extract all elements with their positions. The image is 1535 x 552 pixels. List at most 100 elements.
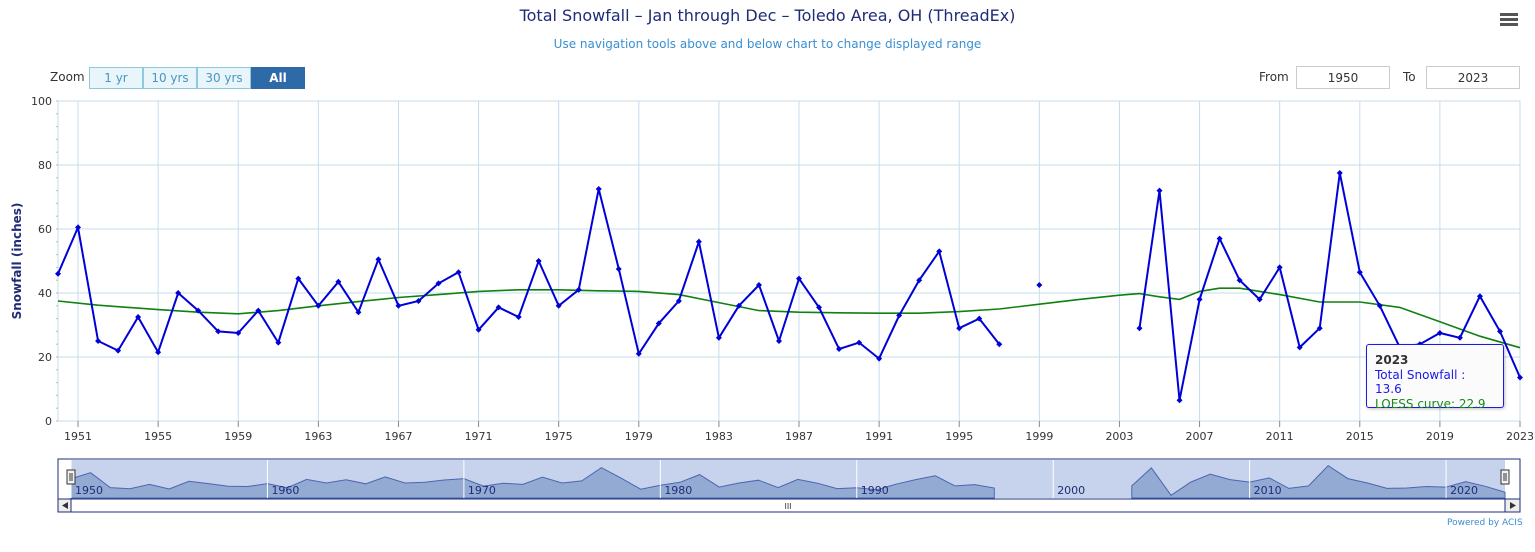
snowfall-point (475, 326, 482, 333)
x-tick-label: 1971 (465, 430, 493, 443)
snowfall-point (575, 286, 582, 293)
scroll-left-arrow-icon[interactable] (62, 502, 68, 509)
y-tick-label: 0 (45, 415, 52, 428)
snowfall-point (675, 298, 682, 304)
snowfall-point (1216, 235, 1223, 242)
snowfall-point (735, 302, 742, 309)
snowfall-point (355, 309, 362, 316)
snowfall-point (55, 270, 61, 277)
snowfall-point (215, 328, 222, 335)
snowfall-series (55, 170, 1523, 404)
snowfall-point (375, 256, 382, 263)
snowfall-point (255, 307, 262, 314)
tooltip-snowfall-value: Total Snowfall : 13.6 (1375, 368, 1466, 396)
y-axis-labels: 0 20 40 60 80 100 (31, 95, 52, 428)
snowfall-point (1356, 269, 1363, 276)
data-tooltip: 2023 Total Snowfall : 13.6 LOESS curve: … (1366, 344, 1504, 411)
scroll-right-arrow-icon[interactable] (1510, 502, 1516, 509)
menu-bar-icon (1500, 23, 1518, 26)
snowfall-point (195, 307, 202, 314)
range-from-label: From (1259, 70, 1289, 84)
snowfall-point (555, 302, 562, 309)
snowfall-point (115, 347, 122, 354)
snowfall-point (235, 330, 242, 336)
zoom-all-button[interactable]: All (251, 67, 305, 89)
snowfall-point (876, 355, 883, 362)
snowfall-point (415, 298, 422, 304)
snowfall-point (1136, 325, 1143, 332)
snowfall-point (1196, 296, 1203, 303)
snowfall-point (796, 275, 803, 282)
x-tick-label: 2007 (1186, 430, 1214, 443)
snowfall-point (936, 248, 943, 255)
snowfall-line (57, 188, 1001, 361)
x-tick-label: 2015 (1346, 430, 1374, 443)
navigator: 1950 1960 1970 1980 1990 2000 2010 2020 III (57, 458, 1521, 513)
snowfall-line (1138, 172, 1521, 401)
navigator-handle[interactable] (1500, 469, 1510, 485)
y-tick-label: 40 (38, 287, 52, 300)
x-tick-label: 2011 (1266, 430, 1294, 443)
tooltip-loess-value: LOESS curve: 22.9 (1375, 397, 1486, 411)
snowfall-point (95, 338, 102, 344)
navigator-label: 1970 (468, 484, 496, 497)
zoom-10yrs-button[interactable]: 10 yrs (143, 67, 197, 89)
snowfall-point (615, 266, 622, 272)
snowfall-point (916, 277, 923, 284)
loess-series (57, 287, 1521, 349)
y-tick-label: 100 (31, 95, 52, 108)
chart-menu-button[interactable] (1500, 13, 1518, 27)
x-tick-label: 1999 (1025, 430, 1053, 443)
navigator-label: 2000 (1057, 484, 1085, 497)
snowfall-point (435, 280, 442, 287)
x-tick-label: 1991 (865, 430, 893, 443)
snowfall-point (515, 314, 522, 320)
snowfall-point (335, 278, 342, 285)
zoom-30yrs-button[interactable]: 30 yrs (197, 67, 251, 89)
x-tick-label: 1963 (304, 430, 332, 443)
zoom-label: Zoom (50, 70, 85, 84)
y-tick-label: 80 (38, 159, 52, 172)
snowfall-point (1517, 374, 1523, 381)
range-to-label: To (1403, 70, 1416, 84)
loess-line (57, 287, 1521, 349)
snowfall-point (896, 312, 903, 319)
y-axis-title: Snowfall (inches) (10, 203, 24, 320)
x-tick-label: 1995 (945, 430, 973, 443)
navigator-label: 1950 (75, 484, 103, 497)
menu-bar-icon (1500, 18, 1518, 21)
snowfall-point (1316, 325, 1323, 332)
scrollbar-thumb[interactable] (70, 498, 1506, 513)
snowfall-point (495, 304, 502, 311)
snowfall-point (635, 350, 642, 357)
snowfall-point (775, 338, 782, 344)
snowfall-point (315, 302, 322, 309)
snowfall-point (75, 224, 82, 231)
snowfall-point (1336, 170, 1343, 176)
navigator-handle[interactable] (66, 469, 76, 485)
snowfall-point (395, 302, 402, 309)
x-tick-label: 2019 (1426, 430, 1454, 443)
snowfall-point (836, 346, 843, 352)
y-tick-label: 60 (38, 223, 52, 236)
snowfall-point (1476, 293, 1483, 300)
range-to-input[interactable] (1426, 66, 1520, 89)
chart-grid (56, 100, 1521, 427)
snowfall-point (295, 275, 302, 282)
snowfall-point (455, 269, 462, 276)
range-from-input[interactable] (1296, 66, 1390, 89)
navigator-label: 1980 (664, 484, 692, 497)
x-tick-label: 1967 (384, 430, 412, 443)
snowfall-point (1036, 282, 1043, 288)
navigator-area (1131, 464, 1506, 499)
snowfall-point (976, 315, 983, 322)
tooltip-title: 2023 (1375, 353, 1409, 367)
zoom-1yr-button[interactable]: 1 yr (89, 67, 143, 89)
x-tick-label: 1987 (785, 430, 813, 443)
snowfall-point (655, 320, 662, 327)
snowfall-point (1376, 302, 1383, 309)
credit-link[interactable]: Powered by ACIS (1447, 518, 1523, 528)
x-tick-label: 2003 (1105, 430, 1133, 443)
navigator-label: 1990 (861, 484, 889, 497)
